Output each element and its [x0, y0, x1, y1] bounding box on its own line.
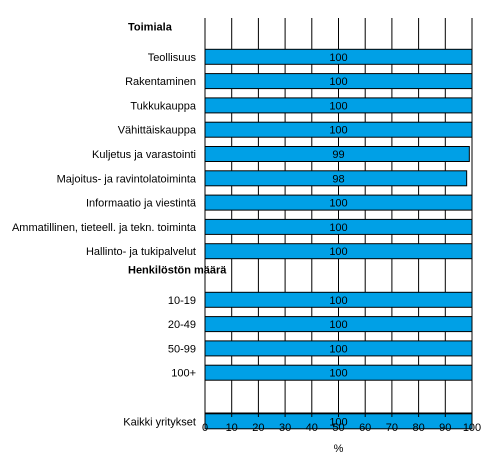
x-tick-label: 10 — [226, 422, 238, 434]
bar — [204, 97, 473, 114]
data-label: 100 — [329, 343, 347, 355]
bar — [204, 194, 473, 211]
category-label: Tukkukauppa — [130, 100, 197, 112]
category-label: 50-99 — [168, 343, 196, 355]
group-header: Henkilöstön määrä — [128, 265, 227, 277]
data-label: 100 — [329, 76, 347, 88]
bar — [204, 316, 473, 333]
data-label: 100 — [329, 198, 347, 210]
x-tick-label: 80 — [412, 422, 424, 434]
category-label: Informaatio ja viestintä — [86, 198, 197, 210]
x-axis: 0 10 20 30 40 50 60 70 80 90 100 — [202, 412, 481, 434]
data-label: 100 — [329, 319, 347, 331]
category-label: 20-49 — [168, 319, 196, 331]
data-label: 100 — [329, 246, 347, 258]
x-tick-label: 60 — [359, 422, 371, 434]
data-label: 100 — [329, 100, 347, 112]
x-tick-label: 40 — [306, 422, 318, 434]
bar — [204, 218, 473, 235]
group-header: Toimiala — [128, 22, 173, 34]
category-label: Kaikki yritykset — [123, 416, 196, 428]
category-label: Rakentaminen — [125, 76, 196, 88]
category-label: Teollisuus — [148, 52, 197, 64]
bar — [204, 121, 473, 138]
bars: 100 100 100 100 99 98 100 100 100 100 100 100 100 100 — [204, 48, 473, 430]
bar — [204, 340, 473, 357]
category-label: Vähittäiskauppa — [118, 125, 197, 137]
category-label: Majoitus- ja ravintolatoiminta — [57, 173, 197, 185]
bar — [204, 48, 473, 65]
bar — [204, 364, 473, 381]
data-label: 100 — [329, 222, 347, 234]
category-labels: Toimiala Teollisuus Rakentaminen Tukkukaupp… — [12, 22, 227, 429]
x-tick-label: 20 — [252, 422, 264, 434]
bar — [204, 291, 473, 308]
x-axis-label: % — [334, 443, 344, 455]
x-tick-label: 0 — [202, 422, 208, 434]
x-tick-label: 30 — [279, 422, 291, 434]
data-label: 100 — [329, 295, 347, 307]
x-tick-label: 100 — [463, 422, 481, 434]
data-label: 100 — [329, 52, 347, 64]
bar — [204, 73, 473, 90]
data-label: 99 — [332, 149, 344, 161]
category-label: 10-19 — [168, 295, 196, 307]
category-label: Kuljetus ja varastointi — [92, 149, 196, 161]
data-label: 98 — [332, 173, 344, 185]
category-label: 100+ — [171, 368, 196, 380]
x-tick-label: 90 — [439, 422, 451, 434]
category-label: Hallinto- ja tukipalvelut — [86, 246, 196, 258]
data-label: 100 — [329, 125, 347, 137]
data-label: 100 — [329, 416, 347, 428]
data-label: 100 — [329, 368, 347, 380]
bar — [204, 243, 473, 260]
x-tick-label: 50 — [332, 422, 344, 434]
x-tick-label: 70 — [386, 422, 398, 434]
bar — [204, 170, 468, 187]
bar — [204, 146, 470, 162]
category-label: Ammatillinen, tieteell. ja tekn. toimint… — [12, 222, 197, 234]
